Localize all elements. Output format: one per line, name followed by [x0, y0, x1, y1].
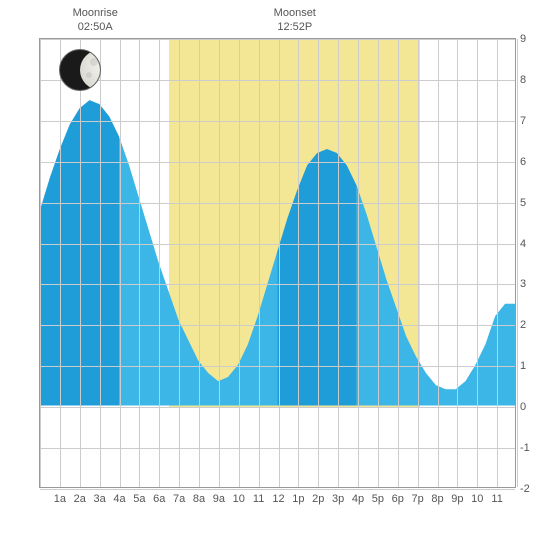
x-tick: 9a [213, 493, 225, 505]
y-tick: 5 [520, 197, 535, 209]
x-tick: 2p [312, 493, 324, 505]
moonset-time: 12:52P [277, 21, 312, 33]
x-tick: 10 [233, 493, 245, 505]
x-tick: 1p [292, 493, 304, 505]
y-tick: 7 [520, 115, 535, 127]
x-tick: 9p [451, 493, 463, 505]
tide-area [40, 39, 515, 487]
y-tick: -2 [520, 483, 535, 495]
tide-segment [357, 186, 515, 406]
x-tick: 6a [153, 493, 165, 505]
x-tick: 5a [133, 493, 145, 505]
tide-chart: Moonrise 02:50A Moonset 12:52P 987654321… [0, 0, 550, 550]
moonrise-title: Moonrise [73, 7, 118, 19]
plot-area: 9876543210-1-2 1a2a3a4a5a6a7a8a9a1011121… [39, 38, 516, 488]
x-tick: 1a [54, 493, 66, 505]
x-tick: 4a [113, 493, 125, 505]
x-tick: 8p [431, 493, 443, 505]
y-tick: 3 [520, 278, 535, 290]
x-tick: 8a [193, 493, 205, 505]
moon-lit-side [80, 50, 101, 90]
x-tick: 2a [74, 493, 86, 505]
y-tick: 4 [520, 238, 535, 250]
y-tick: -1 [520, 442, 535, 454]
y-tick: 9 [520, 33, 535, 45]
moonset-label: Moonset 12:52P [265, 6, 325, 35]
x-tick: 7p [412, 493, 424, 505]
x-tick: 7a [173, 493, 185, 505]
x-tick: 12 [272, 493, 284, 505]
x-tick: 10 [471, 493, 483, 505]
y-tick: 8 [520, 74, 535, 86]
y-tick: 0 [520, 401, 535, 413]
x-tick: 6p [392, 493, 404, 505]
y-tick: 2 [520, 319, 535, 331]
x-tick: 5p [372, 493, 384, 505]
x-tick: 3a [94, 493, 106, 505]
moon-phase-icon [59, 49, 101, 91]
x-tick: 3p [332, 493, 344, 505]
x-tick: 11 [491, 493, 502, 505]
x-tick: 4p [352, 493, 364, 505]
y-tick: 6 [520, 156, 535, 168]
y-tick: 1 [520, 360, 535, 372]
moonrise-time: 02:50A [78, 21, 113, 33]
moonset-title: Moonset [274, 7, 316, 19]
moonrise-label: Moonrise 02:50A [65, 6, 125, 35]
x-tick: 11 [253, 493, 264, 505]
